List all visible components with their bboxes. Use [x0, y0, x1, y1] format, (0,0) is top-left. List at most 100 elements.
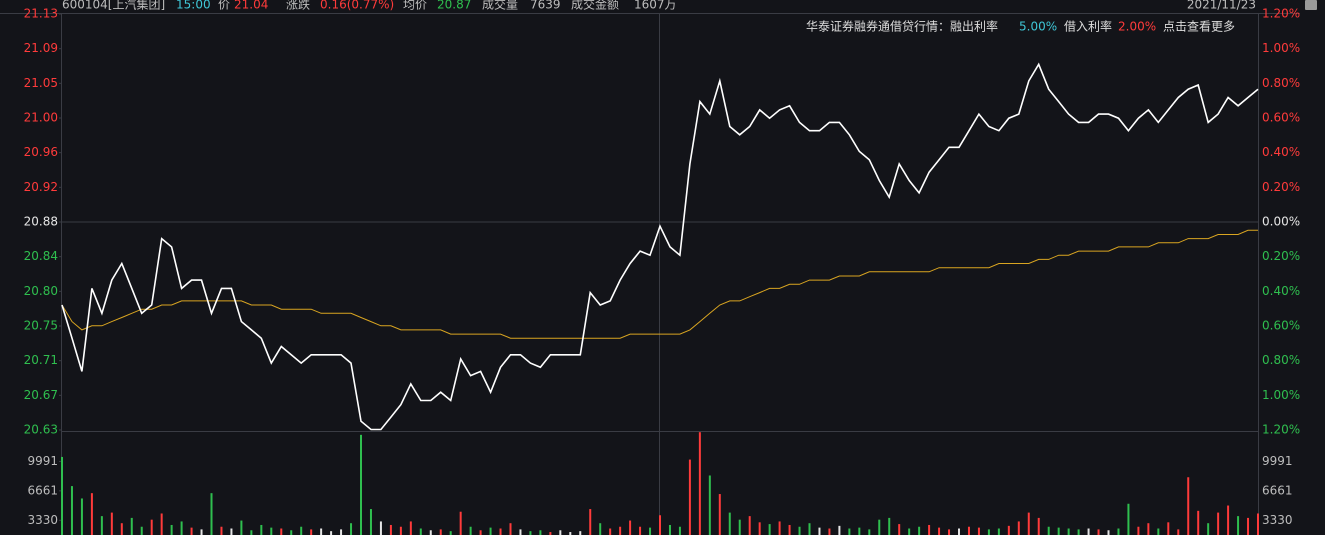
volume-label: 成交量: [482, 0, 518, 12]
volume-bar: [768, 524, 771, 535]
y2-tick-label: 1.20%: [1262, 7, 1300, 21]
volume-bar: [509, 523, 512, 535]
volume-bar: [997, 528, 1000, 535]
volume-bar: [539, 530, 542, 535]
volume-bar: [200, 529, 203, 535]
volume-bar: [579, 531, 582, 535]
volume-bar: [489, 527, 492, 535]
avg: 20.87: [437, 0, 471, 12]
y2-tick-label: 0.60%: [1262, 111, 1300, 125]
volume-bar: [429, 530, 432, 535]
y2-tick-label: 3330: [1262, 513, 1293, 527]
y2-tick-label: 1.00%: [1262, 388, 1300, 402]
volume-bar: [459, 511, 462, 535]
volume-bar: [130, 517, 133, 535]
notice-label: 华泰证券融券通借贷行情：融出利率: [806, 19, 998, 34]
volume-bar: [609, 528, 612, 535]
borrow-label: 借入利率: [1064, 19, 1112, 34]
volume-bar: [1037, 517, 1040, 535]
y2-tick-label: 0.40%: [1262, 145, 1300, 159]
volume-bar: [728, 512, 731, 535]
volume-bar: [1167, 522, 1170, 535]
volume-bar: [569, 532, 572, 535]
volume-bar: [668, 524, 671, 535]
y2-tick-label: 1.20%: [1262, 423, 1300, 437]
volume-bar: [1157, 528, 1160, 535]
y2-tick-label: 0.00%: [1262, 215, 1300, 229]
y-tick-label: 20.92: [24, 180, 58, 194]
date: 2021/11/23: [1187, 0, 1256, 12]
volume-bar: [718, 494, 721, 535]
volume-bar: [230, 528, 233, 535]
volume-bar: [240, 520, 243, 535]
borrow-rate: 2.00%: [1118, 20, 1156, 34]
y2-tick-label: 0.80%: [1262, 353, 1300, 367]
volume-bar: [818, 527, 821, 535]
volume-bar: [808, 523, 811, 535]
volume-bar: [938, 527, 941, 535]
volume-bar: [649, 527, 652, 535]
average-line: [61, 229, 1258, 339]
volume-bar: [678, 526, 681, 535]
volume-bar: [977, 527, 980, 535]
volume-bar: [280, 528, 283, 535]
volume-bar: [1057, 527, 1060, 535]
volume-bar: [340, 529, 343, 535]
y2-tick-label: 6661: [1262, 483, 1293, 497]
volume-bar: [1107, 530, 1110, 535]
volume-bar: [659, 515, 661, 535]
volume-bar: [1047, 526, 1050, 535]
y-tick-label: 21.09: [24, 41, 58, 55]
volume-bar: [549, 532, 552, 535]
volume-bar: [170, 524, 173, 535]
volume-bar: [1007, 525, 1010, 535]
volume-bar: [529, 531, 532, 535]
volume-bar: [1097, 529, 1100, 535]
volume-bar: [180, 521, 183, 535]
volume-bar: [1187, 477, 1190, 535]
time: 15:00: [176, 0, 211, 12]
volume-bar: [1147, 523, 1150, 535]
volume-bar: [559, 530, 562, 535]
y2-tick-label: 9991: [1262, 454, 1293, 468]
volume-bar: [888, 517, 891, 535]
y-tick-label: 20.96: [24, 145, 58, 159]
volume-bar: [80, 498, 83, 535]
volume-bar: [100, 516, 103, 535]
y-tick-label: 20.71: [24, 353, 58, 367]
volume-bar: [270, 527, 273, 535]
more-link[interactable]: 点击查看更多: [1163, 20, 1235, 34]
volume-bar: [1227, 505, 1230, 535]
y-tick-label: 20.84: [24, 249, 58, 263]
volume-bar: [738, 519, 741, 535]
y2-tick-label: 1.00%: [1262, 41, 1300, 55]
volume-bar: [1257, 513, 1259, 535]
volume-bar: [958, 528, 960, 535]
price: 21.04: [234, 0, 268, 12]
volume-bar: [499, 528, 502, 535]
y2-tick-label: 0.20%: [1262, 180, 1300, 194]
y2-tick-label: 0.40%: [1262, 284, 1300, 298]
volume-bar: [698, 432, 701, 535]
scroll-button[interactable]: [1305, 0, 1317, 10]
volume-bar: [967, 526, 970, 535]
y-tick-label: 20.75: [24, 319, 58, 333]
change-label: 涨跌: [286, 0, 310, 12]
volume-bar: [1137, 526, 1140, 535]
volume-bar: [1117, 528, 1120, 535]
volume-bar: [1237, 516, 1240, 535]
y-tick-label: 6661: [27, 483, 58, 497]
change: 0.16(0.77%): [320, 0, 394, 12]
volume-bar: [898, 524, 901, 535]
volume-bar: [61, 456, 63, 535]
y-tick-label: 20.88: [24, 215, 58, 229]
lend-rate: 5.00%: [1019, 20, 1057, 34]
volume-bar: [160, 513, 163, 535]
volume-bar: [190, 527, 193, 535]
volume-bar: [1077, 529, 1080, 535]
price-line: [61, 62, 1259, 431]
volume-bar: [1177, 529, 1180, 535]
volume-bar: [1247, 517, 1250, 535]
volume-bar: [639, 526, 642, 535]
